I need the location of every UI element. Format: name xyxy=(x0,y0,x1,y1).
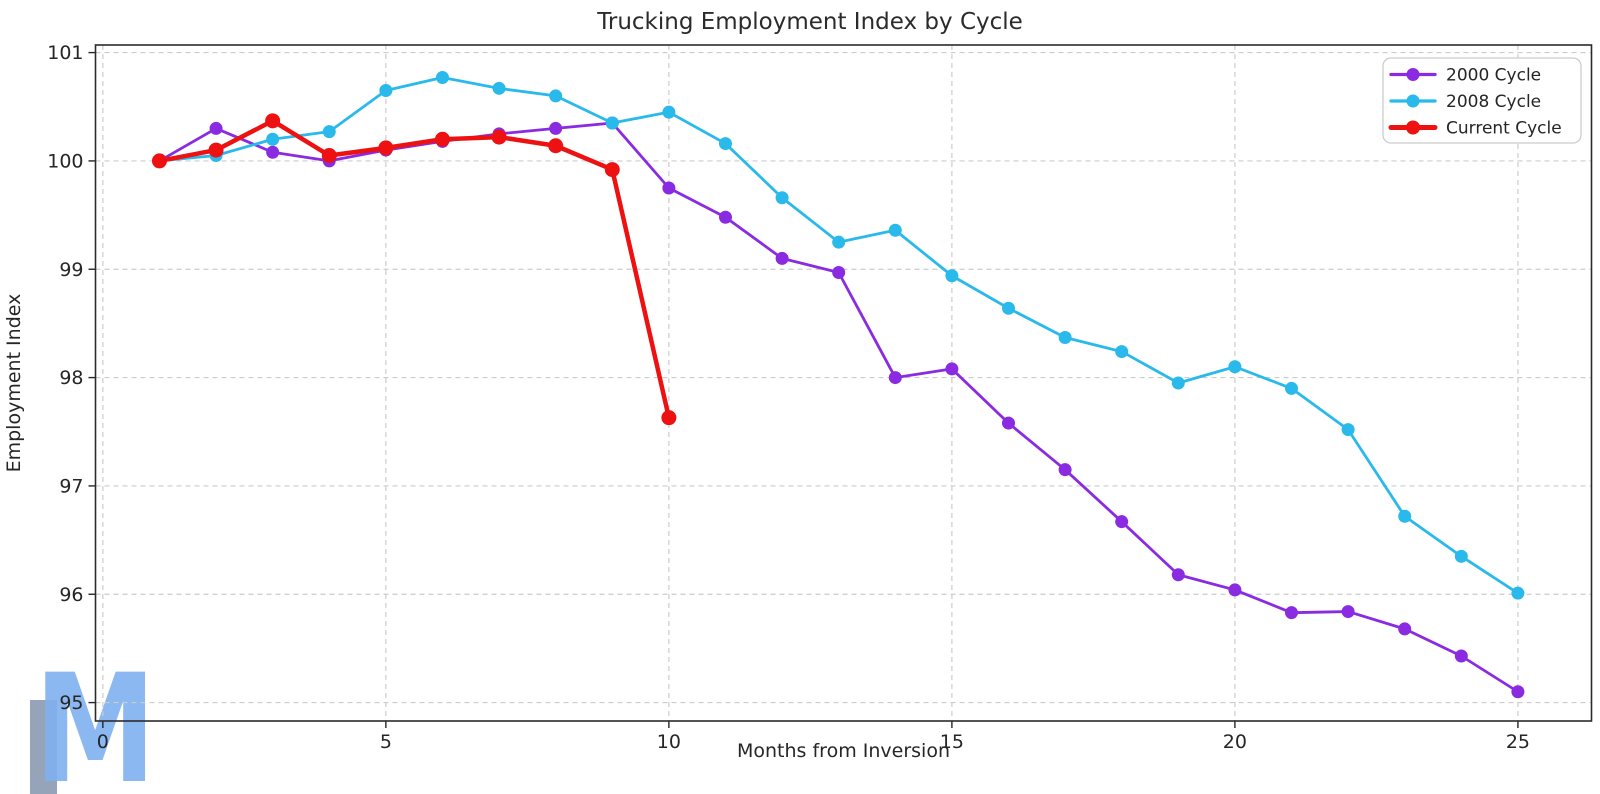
data-point xyxy=(945,269,959,283)
axis-tick-labels: 0 5 10 15 20 25 95 96 97 98 99 100 101 xyxy=(47,42,1530,753)
legend-box xyxy=(1382,57,1582,144)
watermark-bar xyxy=(30,700,57,794)
y-tick-label: 98 xyxy=(59,367,83,389)
data-point xyxy=(1285,381,1299,395)
data-point xyxy=(492,81,506,95)
data-point xyxy=(718,210,732,224)
data-point xyxy=(1115,515,1129,529)
data-point xyxy=(266,132,280,146)
data-point xyxy=(548,138,564,154)
data-point xyxy=(1341,423,1355,437)
x-tick-label: 5 xyxy=(380,731,392,753)
x-tick-label: 10 xyxy=(657,731,681,753)
data-point xyxy=(1511,685,1525,699)
data-point xyxy=(832,235,846,249)
chart-title: Trucking Employment Index by Cycle xyxy=(597,9,1023,35)
data-point xyxy=(1171,568,1185,582)
x-tick-label: 25 xyxy=(1506,731,1530,753)
legend-item-label: 2008 Cycle xyxy=(1446,92,1541,112)
data-point xyxy=(604,162,620,178)
x-tick-label: 20 xyxy=(1223,731,1247,753)
data-point xyxy=(208,142,224,158)
data-point xyxy=(1171,376,1185,390)
data-point xyxy=(1285,606,1299,620)
series-line-2000-cycle xyxy=(158,121,1520,694)
data-point xyxy=(775,251,789,265)
gridlines xyxy=(95,45,1592,721)
series-line-current-cycle xyxy=(157,118,672,420)
data-point xyxy=(151,153,167,169)
data-point xyxy=(434,131,450,147)
data-point xyxy=(321,148,337,163)
legend-marker-icon xyxy=(1406,120,1420,135)
data-point xyxy=(549,121,563,135)
x-axis-label: Months from Inversion xyxy=(737,740,950,762)
data-point xyxy=(945,362,959,376)
data-point xyxy=(1058,331,1072,344)
data-point xyxy=(1001,416,1015,430)
y-tick-label: 99 xyxy=(59,259,83,281)
data-point xyxy=(662,105,676,119)
plot-frame xyxy=(94,44,1593,722)
legend: 2000 Cycle 2008 Cycle Current Cycle xyxy=(1382,57,1582,144)
y-tick-label: 101 xyxy=(47,42,83,64)
legend-item: 2000 Cycle xyxy=(1389,66,1541,86)
data-point xyxy=(209,121,223,135)
data-point xyxy=(888,223,902,237)
y-tick-label: 97 xyxy=(59,475,83,497)
data-point xyxy=(1511,586,1525,600)
legend-item-label: Current Cycle xyxy=(1446,119,1562,139)
axis-ticks xyxy=(88,51,1519,728)
data-point xyxy=(888,371,902,385)
data-point xyxy=(605,116,619,130)
data-point xyxy=(832,266,846,279)
legend-marker-icon xyxy=(1406,94,1420,108)
data-point xyxy=(1398,622,1412,636)
legend-item: Current Cycle xyxy=(1388,119,1562,139)
data-point xyxy=(1228,583,1242,597)
data-point xyxy=(1341,605,1355,619)
y-tick-label: 95 xyxy=(59,692,83,714)
data-point xyxy=(491,129,507,145)
legend-marker-icon xyxy=(1406,68,1420,81)
data-point xyxy=(1058,463,1072,477)
data-point xyxy=(661,410,677,426)
data-point xyxy=(775,191,789,205)
data-point xyxy=(378,140,394,156)
x-tick-label: 0 xyxy=(97,731,109,753)
series-2008-cycle xyxy=(152,71,1525,600)
data-point xyxy=(718,137,732,151)
data-point xyxy=(1398,509,1412,523)
data-point xyxy=(322,125,336,139)
x-tick-label: 15 xyxy=(940,731,964,753)
data-point xyxy=(435,71,449,84)
data-point xyxy=(379,84,393,97)
series-current-cycle xyxy=(151,113,677,426)
y-tick-label: 100 xyxy=(47,150,83,172)
data-point xyxy=(1228,360,1242,374)
data-point xyxy=(266,145,280,159)
data-point xyxy=(1454,549,1468,563)
legend-item-label: 2000 Cycle xyxy=(1446,66,1541,86)
data-point xyxy=(265,113,281,129)
y-tick-label: 96 xyxy=(59,584,83,606)
data-point xyxy=(662,181,676,195)
legend-item: 2008 Cycle xyxy=(1389,92,1541,112)
data-point xyxy=(1454,649,1468,663)
data-point xyxy=(1001,301,1015,315)
data-point xyxy=(549,89,563,103)
data-point xyxy=(1115,345,1129,359)
